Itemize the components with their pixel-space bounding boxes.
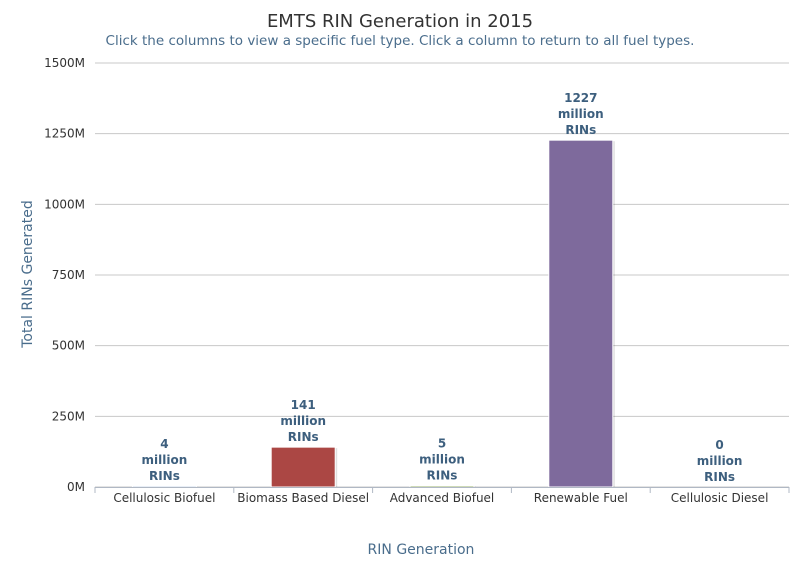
y-tick-label: 1000M [44,197,85,211]
x-axis-ticks: Cellulosic Biofuel Biomass Based Diesel Ad… [94,487,790,505]
data-label: 1227 [564,91,597,105]
y-axis-title: Total RINs Generated [20,200,36,349]
data-label: million [419,453,465,467]
data-label: 5 [438,437,446,451]
y-tick-label: 1250M [44,127,85,141]
x-tick-label: Advanced Biofuel [390,491,495,505]
chart-subtitle: Click the columns to view a specific fue… [106,33,695,49]
x-tick-label: Cellulosic Diesel [671,491,769,505]
data-label: RINs [288,430,319,444]
bar-cellulosic-biofuel[interactable] [131,485,197,488]
x-tick-label: Biomass Based Diesel [237,491,369,505]
data-label: million [697,454,743,468]
data-label: million [280,414,326,428]
data-label: million [142,453,188,467]
x-axis-title: RIN Generation [368,542,475,558]
y-tick-label: 1500M [44,56,85,70]
chart-title: EMTS RIN Generation in 2015 [267,11,533,32]
data-label: RINs [565,123,596,137]
data-label: RINs [149,469,180,483]
x-tick-label: Renewable Fuel [534,491,628,505]
y-tick-label: 0M [67,480,85,494]
y-tick-label: 500M [52,339,85,353]
data-labels: 4 million RINs 141 million RINs 5 million RINs 12… [142,91,743,484]
data-label: 4 [160,437,168,451]
data-label: RINs [427,469,458,483]
bar-renewable-fuel[interactable] [548,139,614,488]
bar-biomass-based-diesel[interactable] [270,446,336,488]
y-tick-label: 250M [52,409,85,423]
bar-advanced-biofuel[interactable] [409,485,475,488]
gridlines [95,62,789,488]
data-label: 0 [715,438,723,452]
y-axis-ticks: 0M 250M 500M 750M 1000M 1250M 1500M [44,56,85,494]
x-tick-label: Cellulosic Biofuel [113,491,215,505]
data-label: million [558,107,604,121]
y-tick-label: 750M [52,268,85,282]
data-label: 141 [291,398,316,412]
bars [131,139,615,488]
data-label: RINs [704,470,735,484]
